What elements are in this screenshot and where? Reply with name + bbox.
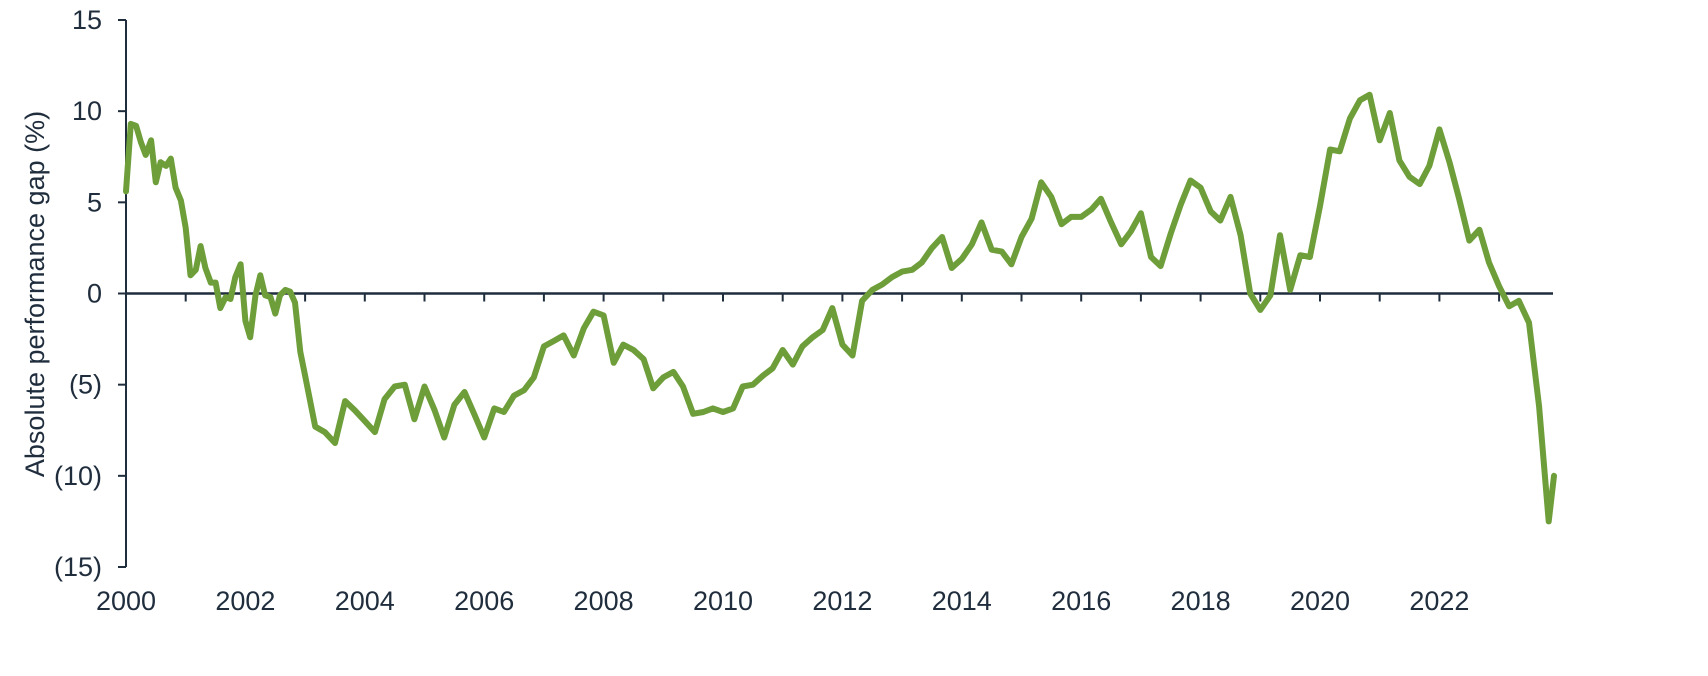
series-line (123, 91, 1557, 525)
x-ticks: 2000 2002 2004 2006 2008 2010 2012 2014 2016 2018… (96, 293, 1501, 616)
y-axis-title: Absolute performance gap (%) (20, 111, 50, 477)
x-tick-label: 2012 (812, 586, 872, 616)
x-tick-label: 2006 (454, 586, 514, 616)
y-tick-label: (10) (54, 461, 102, 491)
axes (125, 20, 1553, 567)
series-group (123, 91, 1557, 525)
x-tick-label: 2000 (96, 586, 156, 616)
x-tick-label: 2014 (932, 586, 992, 616)
x-tick-label: 2002 (215, 586, 275, 616)
x-tick-label: 2004 (335, 586, 395, 616)
x-tick-label: 2018 (1171, 586, 1231, 616)
y-tick-label: 0 (87, 279, 102, 309)
y-tick-label: 15 (72, 5, 102, 35)
x-tick-label: 2022 (1409, 586, 1469, 616)
y-tick-label: 10 (72, 96, 102, 126)
x-tick-label: 2008 (574, 586, 634, 616)
x-tick-label: 2010 (693, 586, 753, 616)
x-tick-label: 2016 (1051, 586, 1111, 616)
y-tick-label: (15) (54, 552, 102, 582)
y-tick-label: (5) (69, 370, 102, 400)
x-tick-label: 2020 (1290, 586, 1350, 616)
y-ticks: 15 10 5 0 (5) (10) (15) (54, 5, 126, 582)
y-axis-title-group: Absolute performance gap (%) (20, 111, 50, 477)
y-tick-label: 5 (87, 187, 102, 217)
